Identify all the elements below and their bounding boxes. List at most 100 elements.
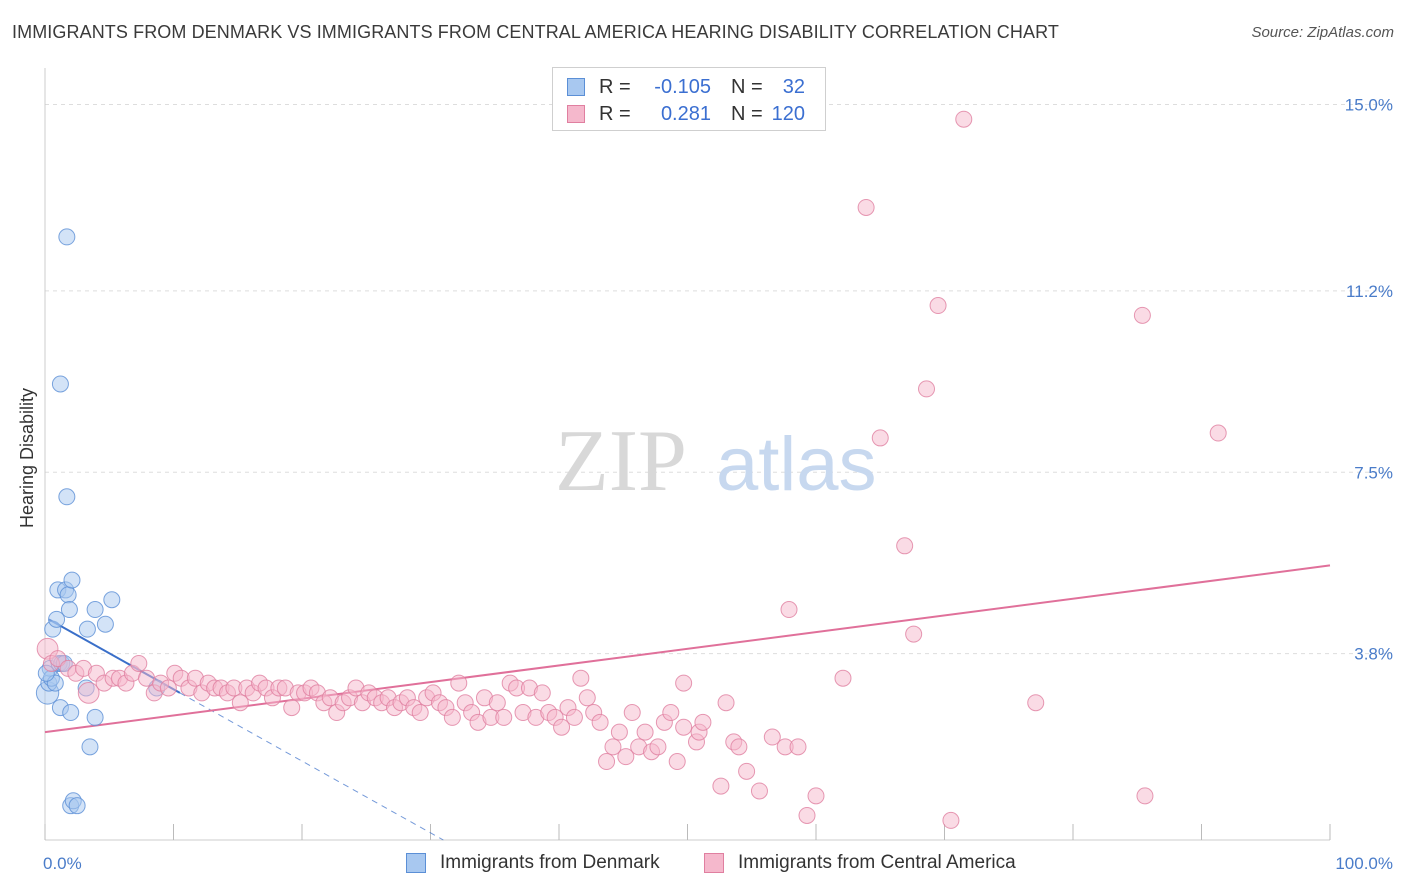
data-point [68,797,86,815]
data-point [636,723,654,741]
data-point [712,777,730,795]
data-point [138,669,156,687]
data-point [51,375,69,393]
watermark-zip: ZIP [555,413,687,510]
data-point [283,699,301,717]
data-point [553,718,571,736]
data-point [63,571,81,589]
trend-line [44,564,1331,734]
data-point [60,601,78,619]
data-point [86,708,104,726]
data-point [58,228,76,246]
data-point [675,718,693,736]
data-point [918,380,936,398]
data-point [565,708,583,726]
data-point [411,704,429,722]
series-swatch-denmark [406,853,426,873]
data-point [834,669,852,687]
data-point [578,689,596,707]
data-point [929,297,947,315]
data-point [942,811,960,829]
series-swatch-central-america [704,853,724,873]
data-point [86,601,104,619]
trend-line-extrapolated [179,692,444,841]
data-point [871,429,889,447]
data-point [231,694,249,712]
watermark: ZIP atlas [555,413,877,510]
data-point [78,620,96,638]
grid-lines [45,104,1392,655]
legend-n-value: 120 [771,102,805,125]
y-tick-label: 11.2% [1346,282,1393,301]
data-point [610,723,628,741]
data-point [81,738,99,756]
data-point [730,738,748,756]
data-point [717,694,735,712]
legend-r-label: R = [599,102,631,125]
series-legend-central-america[interactable]: Immigrants from Central America [704,852,1016,874]
data-point [789,738,807,756]
data-point [62,704,80,722]
chart-title: IMMIGRANTS FROM DENMARK VS IMMIGRANTS FR… [12,22,1059,42]
legend-n-label: N = [731,102,763,125]
data-points [35,110,1227,829]
data-point [1136,787,1154,805]
data-point [955,110,973,128]
data-point [857,198,875,216]
data-point [798,806,816,824]
source-label: Source: ZipAtlas.com [1251,24,1394,41]
data-point [694,713,712,731]
data-point [49,650,67,668]
data-point [807,787,825,805]
data-point [488,694,506,712]
data-point [130,654,148,672]
data-point [905,625,923,643]
series-denmark [35,228,166,815]
series-label-denmark: Immigrants from Denmark [440,852,660,873]
data-point [617,748,635,766]
data-point [675,674,693,692]
y-tick-label: 15.0% [1345,96,1393,115]
y-tick-label: 3.8% [1354,645,1393,664]
axes [44,68,1331,841]
data-point [159,679,177,697]
data-point [77,682,100,704]
legend-swatch-central-america [567,105,585,123]
watermark-atlas: atlas [716,422,877,507]
legend-n-value: 32 [782,75,805,98]
data-point [1027,694,1045,712]
data-point [1209,424,1227,442]
data-point [763,728,781,746]
y-axis-label: Hearing Disability [17,388,37,528]
legend-r-label: R = [599,75,631,98]
tick-labels: 3.8% 7.5% 11.2% 15.0% 0.0% 100.0% [43,96,1393,873]
series-legend-denmark[interactable]: Immigrants from Denmark [406,852,660,874]
data-point [591,713,609,731]
series-central-america [36,110,1227,829]
data-point [623,704,641,722]
data-point [662,704,680,722]
data-point [59,586,77,604]
data-point [668,753,686,771]
data-point [495,708,513,726]
series-legend: Immigrants from Denmark Immigrants from … [0,852,1406,878]
data-point [738,762,756,780]
legend-n-label: N = [731,75,763,98]
x-tick-label: 0.0% [43,854,82,873]
data-point [572,669,590,687]
data-point [598,753,616,771]
data-point [96,615,114,633]
correlation-legend: R = -0.105 N = 32 R = 0.281 N = 120 [552,67,826,131]
legend-r-value: 0.281 [660,102,711,125]
data-point [1133,306,1151,324]
legend-row-central-america: R = 0.281 N = 120 [567,102,805,126]
data-point [649,738,667,756]
series-label-central-america: Immigrants from Central America [738,852,1016,873]
data-point [750,782,768,800]
data-point [533,684,551,702]
data-point [48,610,66,628]
data-point [103,591,121,609]
legend-row-denmark: R = -0.105 N = 32 [567,75,805,99]
data-point [896,537,914,555]
